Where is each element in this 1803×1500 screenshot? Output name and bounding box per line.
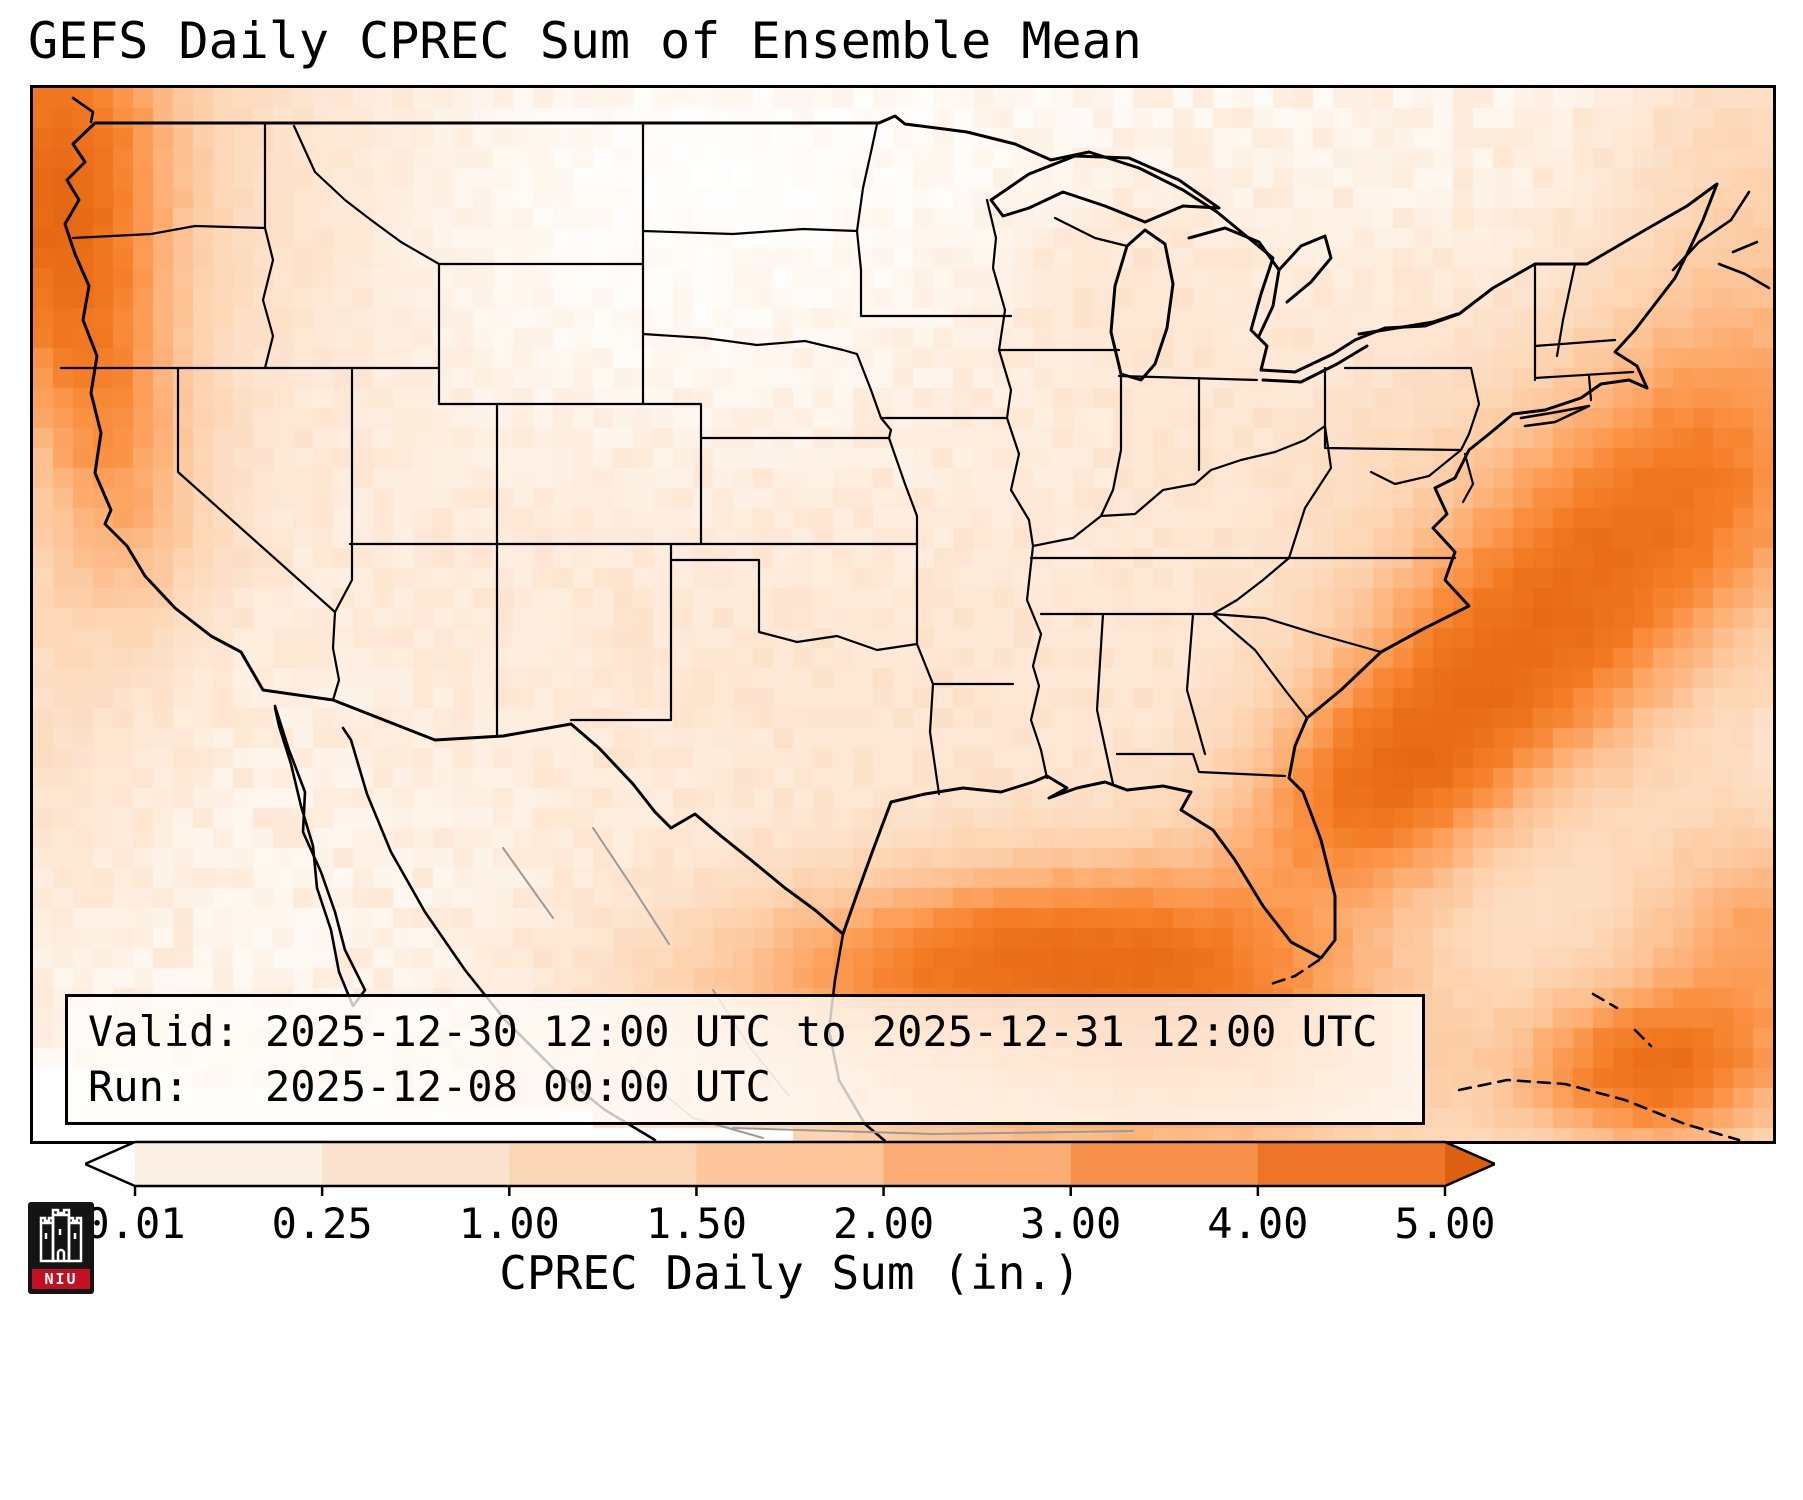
- colorbar-tick-label: 5.00: [1394, 1199, 1495, 1248]
- state-borders: [59, 121, 1635, 796]
- colorbar-tick-label: 2.00: [833, 1199, 934, 1248]
- valid-time-text: Valid: 2025-12-30 12:00 UTC to 2025-12-3…: [88, 1007, 1378, 1056]
- colorbar-tick-label: 3.00: [1020, 1199, 1121, 1248]
- colorbar-tick-label: 0.25: [272, 1199, 373, 1248]
- niu-logo-band: NIU: [32, 1269, 90, 1289]
- colorbar-segment: [1257, 1142, 1446, 1186]
- colorbar-over-arrow: [1445, 1142, 1495, 1186]
- colorbar-under-arrow: [85, 1142, 135, 1186]
- colorbar-segment: [696, 1142, 885, 1186]
- map-borders-overlay: [59, 96, 1771, 1141]
- castle-icon: [39, 1208, 83, 1263]
- colorbar-segment: [1070, 1142, 1259, 1186]
- great-lakes: [989, 154, 1459, 384]
- colorbar-tick-label: 1.00: [459, 1199, 560, 1248]
- colorbar-tick-label: 4.00: [1207, 1199, 1308, 1248]
- run-time-text: Run: 2025-12-08 00:00 UTC: [88, 1061, 771, 1111]
- colorbar-segment: [322, 1142, 510, 1186]
- precipitation-raster: [33, 88, 1773, 1141]
- niu-logo: NIU: [28, 1202, 94, 1294]
- colorbar-segment: [883, 1142, 1072, 1186]
- colorbar-tick-label: 1.50: [646, 1199, 747, 1248]
- colorbar-label: CPREC Daily Sum (in.): [499, 1246, 1081, 1300]
- colorbar: 0.01 0.25 1.00 1.50 2.00 3.00 4.00 5.00: [85, 1140, 1495, 1248]
- page-title: GEFS Daily CPREC Sum of Ensemble Mean: [28, 12, 1142, 70]
- colorbar-segment: [509, 1142, 697, 1186]
- other-coastlines: [71, 96, 1771, 428]
- forecast-map: Valid: 2025-12-30 12:00 UTC to 2025-12-3…: [30, 85, 1776, 1144]
- colorbar-segment: [135, 1142, 323, 1186]
- colorbar-tick-label: 0.01: [85, 1199, 186, 1248]
- us-coast-outline: [63, 114, 1719, 960]
- forecast-info-box: Valid: 2025-12-30 12:00 UTC to 2025-12-3…: [65, 994, 1425, 1126]
